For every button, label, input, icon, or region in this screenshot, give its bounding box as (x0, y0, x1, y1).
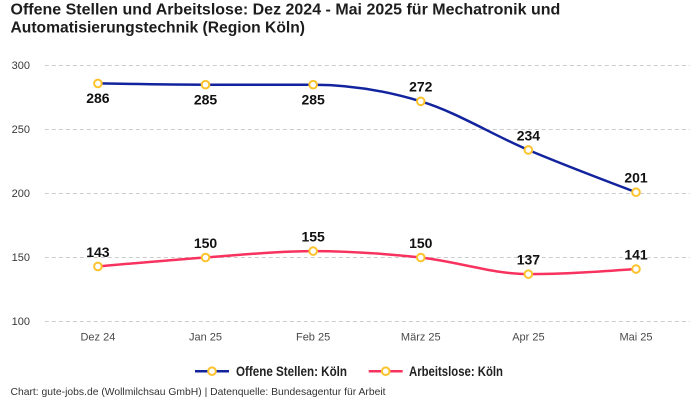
svg-text:141: 141 (624, 246, 648, 262)
svg-text:250: 250 (12, 124, 30, 136)
svg-text:Apr 25: Apr 25 (512, 331, 544, 343)
svg-text:Automatisierungstechnik (Regio: Automatisierungstechnik (Region Köln) (11, 20, 306, 37)
svg-text:286: 286 (86, 90, 110, 106)
svg-text:150: 150 (409, 235, 433, 251)
svg-text:150: 150 (194, 235, 218, 251)
svg-text:137: 137 (517, 252, 541, 268)
svg-text:285: 285 (301, 91, 325, 107)
svg-text:Chart: gute-jobs.de (Wollmilch: Chart: gute-jobs.de (Wollmilchsau GmbH) … (11, 386, 386, 398)
svg-text:Offene Stellen: Köln: Offene Stellen: Köln (236, 363, 347, 379)
svg-text:Mai 25: Mai 25 (619, 331, 652, 343)
svg-text:Offene Stellen und Arbeitslose: Offene Stellen und Arbeitslose: Dez 2024… (11, 1, 561, 18)
svg-text:201: 201 (624, 170, 648, 186)
svg-text:272: 272 (409, 79, 433, 95)
svg-text:155: 155 (301, 229, 325, 245)
svg-text:100: 100 (12, 316, 30, 328)
svg-text:150: 150 (12, 252, 30, 264)
svg-text:234: 234 (517, 127, 541, 143)
svg-text:Feb 25: Feb 25 (296, 331, 330, 343)
svg-text:143: 143 (86, 244, 110, 260)
svg-text:Arbeitslose: Köln: Arbeitslose: Köln (409, 363, 503, 379)
svg-text:285: 285 (194, 91, 218, 107)
svg-text:März 25: März 25 (401, 331, 441, 343)
svg-text:300: 300 (12, 60, 30, 72)
svg-text:Jan 25: Jan 25 (189, 331, 222, 343)
svg-text:200: 200 (12, 188, 30, 200)
svg-text:Dez 24: Dez 24 (80, 331, 115, 343)
